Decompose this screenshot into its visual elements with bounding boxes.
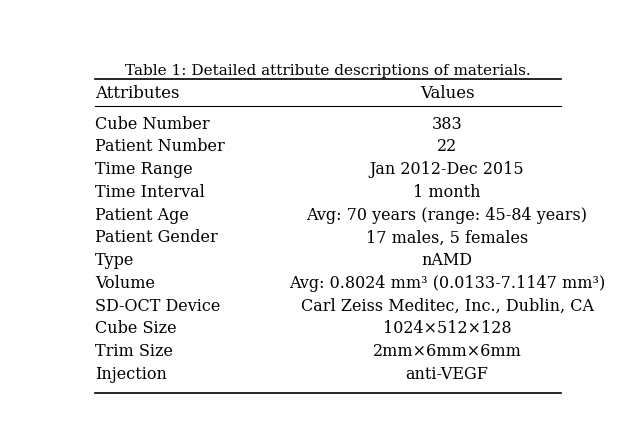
Text: 1 month: 1 month xyxy=(413,184,481,201)
Text: SD-OCT Device: SD-OCT Device xyxy=(95,298,220,315)
Text: Time Interval: Time Interval xyxy=(95,184,205,201)
Text: Avg: 70 years (range: 45-84 years): Avg: 70 years (range: 45-84 years) xyxy=(307,207,588,224)
Text: Attributes: Attributes xyxy=(95,85,179,102)
Text: Cube Number: Cube Number xyxy=(95,116,209,133)
Text: Time Range: Time Range xyxy=(95,161,193,178)
Text: anti-VEGF: anti-VEGF xyxy=(406,366,488,383)
Text: 383: 383 xyxy=(431,116,463,133)
Text: 22: 22 xyxy=(437,139,457,156)
Text: Injection: Injection xyxy=(95,366,167,383)
Text: Patient Age: Patient Age xyxy=(95,207,189,224)
Text: 2mm×6mm×6mm: 2mm×6mm×6mm xyxy=(372,343,522,360)
Text: Trim Size: Trim Size xyxy=(95,343,173,360)
Text: Cube Size: Cube Size xyxy=(95,320,177,337)
Text: Carl Zeiss Meditec, Inc., Dublin, CA: Carl Zeiss Meditec, Inc., Dublin, CA xyxy=(301,298,593,315)
Text: Avg: 0.8024 mm³ (0.0133-7.1147 mm³): Avg: 0.8024 mm³ (0.0133-7.1147 mm³) xyxy=(289,275,605,292)
Text: Table 1: Detailed attribute descriptions of materials.: Table 1: Detailed attribute descriptions… xyxy=(125,64,531,78)
Text: Type: Type xyxy=(95,252,134,269)
Text: 1024×512×128: 1024×512×128 xyxy=(383,320,511,337)
Text: Patient Gender: Patient Gender xyxy=(95,229,218,246)
Text: Values: Values xyxy=(420,85,474,102)
Text: nAMD: nAMD xyxy=(422,252,472,269)
Text: 17 males, 5 females: 17 males, 5 females xyxy=(366,229,528,246)
Text: Patient Number: Patient Number xyxy=(95,139,225,156)
Text: Jan 2012-Dec 2015: Jan 2012-Dec 2015 xyxy=(370,161,524,178)
Text: Volume: Volume xyxy=(95,275,155,292)
